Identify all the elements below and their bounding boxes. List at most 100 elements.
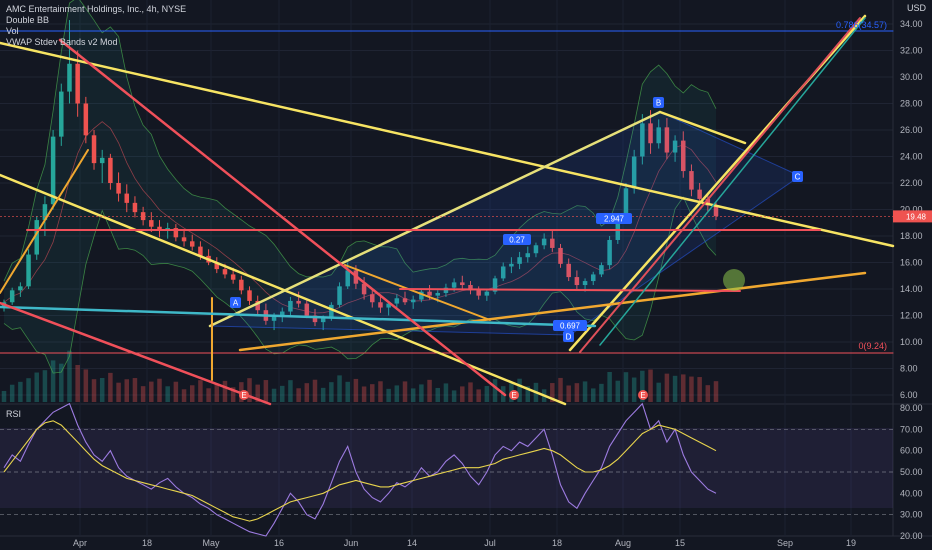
band-fill [4, 0, 716, 374]
rsi-tick-label: 30.00 [900, 510, 923, 520]
time-tick-label: Sep [777, 538, 793, 548]
volume-bar [664, 373, 670, 402]
candle-body [288, 300, 293, 312]
candle-body [329, 304, 334, 319]
rsi-tick-label: 50.00 [900, 467, 923, 477]
volume-bar [99, 378, 105, 402]
volume-bar [320, 387, 326, 402]
ratio-label-1: 0.27 [509, 236, 525, 245]
candle-body [558, 247, 563, 264]
volume-bar [255, 384, 260, 402]
candle-body [157, 226, 162, 231]
rsi-label[interactable]: RSI [6, 409, 22, 419]
candle-body [124, 193, 130, 203]
orange-trendline-left [0, 149, 89, 294]
volume-bar [42, 370, 48, 402]
trendline-drawings[interactable] [0, 14, 895, 406]
candle-body [239, 279, 244, 291]
pattern-label-d-bg [563, 331, 574, 342]
pattern-label-c: C [795, 173, 801, 182]
candle-body [361, 283, 367, 295]
candle-body [370, 294, 375, 303]
volume-bar [517, 378, 522, 402]
volume-bar [304, 383, 310, 402]
candle-body [198, 246, 203, 256]
candle-body [132, 202, 138, 213]
candle-body [410, 299, 416, 303]
earnings-marker: E [241, 391, 246, 400]
price-tick-label: 26.00 [900, 125, 923, 135]
legend-vwap[interactable]: VWAP Stdev Bands v2 Mod [6, 37, 118, 47]
volume-bar [525, 386, 531, 402]
candle-body [713, 205, 719, 217]
volume-bar [189, 385, 195, 402]
volume-bar [590, 388, 596, 402]
candle-body [451, 282, 457, 288]
volume-bar [50, 360, 56, 402]
rsi-tick-label: 80.00 [900, 403, 923, 413]
candle-body [116, 183, 121, 194]
price-tick-label: 20.00 [900, 205, 923, 215]
price-tick-label: 18.00 [900, 231, 923, 241]
red-trendline-descending [58, 38, 507, 397]
volume-bar [214, 384, 220, 402]
volume-bar [173, 381, 179, 402]
candle-body [672, 140, 678, 153]
candle-body [509, 263, 514, 267]
volume-bar [582, 381, 588, 402]
volume-bar [476, 389, 481, 402]
earnings-marker-bg [239, 390, 249, 400]
rsi-tick-label: 60.00 [900, 446, 923, 456]
yellow-trendline-long [0, 41, 895, 248]
grid-lines [0, 0, 932, 537]
time-tick-label: 19 [846, 538, 856, 548]
volume-bar [550, 383, 555, 402]
volume-bar [1, 390, 7, 402]
price-tick-label: 14.00 [900, 284, 923, 294]
earnings-marker: E [640, 391, 645, 400]
legend-double-bb[interactable]: Double BB [6, 15, 50, 25]
orange-trendline-mid [344, 264, 491, 321]
price-tick-label: 10.00 [900, 337, 923, 347]
candle-body [435, 292, 440, 296]
price-tick-label: 32.00 [900, 46, 923, 56]
volume-bar [280, 385, 285, 402]
volume-bar [378, 381, 383, 402]
candle-body [533, 245, 539, 254]
time-tick-label: 14 [407, 538, 417, 548]
volume-bar [419, 384, 424, 402]
candle-body [656, 127, 661, 144]
candle-body [697, 189, 702, 199]
volume-bar [157, 378, 162, 402]
volume-bar [672, 375, 678, 402]
candle-body [500, 266, 506, 279]
fib-label-bottom: 0(9.24) [858, 341, 887, 351]
candle-body [99, 157, 105, 164]
volume-bar [345, 381, 350, 402]
time-tick-label: Apr [73, 538, 87, 548]
rsi-pane [0, 402, 893, 537]
candle-body [173, 228, 179, 238]
time-tick-label: Aug [615, 538, 631, 548]
candle-body [402, 298, 408, 303]
time-tick-label: 18 [142, 538, 152, 548]
candle-body [582, 281, 588, 286]
candle-body [271, 316, 277, 321]
pattern-label-d: D [566, 333, 572, 342]
time-tick-label: 16 [274, 538, 284, 548]
time-tick-label: 18 [552, 538, 562, 548]
time-tick-label: May [202, 538, 220, 548]
volume-bar [574, 383, 580, 402]
red-horizontal-mid [399, 288, 741, 292]
pattern-label-a: A [233, 299, 239, 308]
volume-bar [140, 386, 146, 402]
yellow-trendline-descending [0, 173, 567, 406]
price-tick-label: 28.00 [900, 99, 923, 109]
candle-body [67, 63, 72, 92]
volume-bar [18, 381, 23, 402]
candle-body [181, 237, 187, 242]
legend-vol[interactable]: Vol [6, 26, 19, 36]
pattern-label-b: B [656, 99, 661, 108]
volume-bar [165, 386, 170, 402]
